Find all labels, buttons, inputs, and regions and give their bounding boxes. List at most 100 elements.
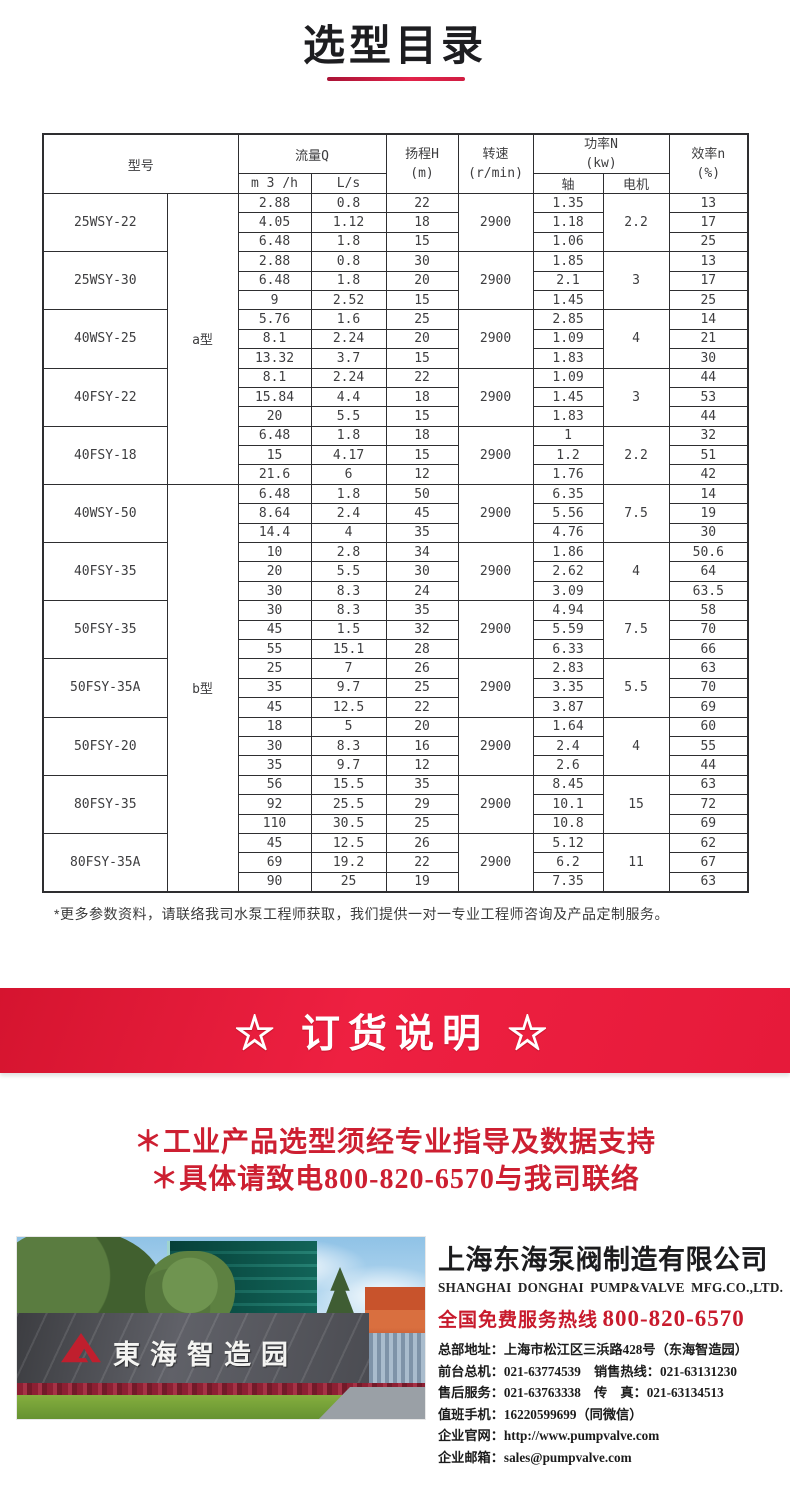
speed-cell: 2900 bbox=[457, 367, 534, 427]
flow-ls-cell: 7 bbox=[310, 658, 387, 679]
flow-m3h-cell: 8.1 bbox=[237, 328, 312, 350]
efficiency-cell: 21 bbox=[668, 328, 749, 350]
head-cell: 22 bbox=[385, 367, 459, 388]
header-power-shaft: 轴 bbox=[532, 173, 604, 194]
efficiency-cell: 51 bbox=[668, 445, 749, 466]
shaft-power-cell: 2.85 bbox=[532, 309, 604, 330]
shaft-power-cell: 1 bbox=[532, 425, 604, 447]
head-cell: 15 bbox=[385, 445, 459, 466]
model-cell: 50FSY-35A bbox=[42, 658, 168, 718]
flow-m3h-cell: 35 bbox=[237, 755, 312, 776]
shaft-power-cell: 1.09 bbox=[532, 367, 604, 388]
header-flow-ls: L/s bbox=[310, 173, 387, 194]
efficiency-cell: 63 bbox=[668, 871, 749, 893]
header-flow-m3h: m 3 /h bbox=[237, 173, 312, 194]
model-cell: 40WSY-50 bbox=[42, 483, 168, 544]
flow-m3h-cell: 5.76 bbox=[237, 309, 312, 330]
head-cell: 19 bbox=[385, 871, 459, 893]
head-cell: 12 bbox=[385, 464, 459, 485]
wall-sign-text: 東海智造园 bbox=[113, 1340, 298, 1370]
efficiency-cell: 14 bbox=[668, 483, 749, 505]
flow-ls-cell: 4.4 bbox=[310, 386, 387, 408]
head-cell: 50 bbox=[385, 483, 459, 505]
contact-line: 前台总机：021-63774539 销售热线：021-63131230 bbox=[438, 1363, 737, 1379]
efficiency-cell: 13 bbox=[668, 251, 749, 272]
efficiency-cell: 25 bbox=[668, 289, 749, 311]
efficiency-cell: 13 bbox=[668, 192, 749, 214]
efficiency-cell: 64 bbox=[668, 561, 749, 582]
flow-ls-cell: 12.5 bbox=[310, 697, 387, 718]
table-row: 50FSY-20 18 5 20 2900 1.64 4 60 bbox=[42, 716, 749, 776]
speed-cell: 2900 bbox=[457, 774, 534, 834]
shaft-power-cell: 1.86 bbox=[532, 542, 604, 563]
flow-m3h-cell: 13.32 bbox=[237, 348, 312, 369]
contact-line: 企业邮箱：sales@pumpvalve.com bbox=[438, 1449, 632, 1465]
flow-m3h-cell: 10 bbox=[237, 542, 312, 563]
table-row: 40FSY-18 6.48 1.8 18 2900 1 2.2 32 bbox=[42, 425, 749, 485]
motor-power-cell: 7.5 bbox=[602, 600, 670, 660]
motor-power-cell: 15 bbox=[602, 774, 670, 834]
head-cell: 35 bbox=[385, 774, 459, 796]
shaft-power-cell: 7.35 bbox=[532, 871, 604, 893]
table-row: 40FSY-35 10 2.8 34 2900 1.86 4 50.6 bbox=[42, 542, 749, 602]
head-cell: 30 bbox=[385, 251, 459, 272]
speed-cell: 2900 bbox=[457, 542, 534, 602]
page-title: 选型目录 bbox=[302, 22, 487, 69]
flow-ls-cell: 5 bbox=[310, 716, 387, 737]
flow-ls-cell: 2.24 bbox=[310, 367, 387, 388]
flow-ls-cell: 9.7 bbox=[310, 755, 387, 776]
shaft-power-cell: 8.45 bbox=[532, 774, 604, 796]
motor-power-cell: 4 bbox=[602, 542, 670, 602]
head-cell: 15 bbox=[385, 348, 459, 369]
speed-cell: 2900 bbox=[457, 251, 534, 311]
shaft-power-cell: 1.45 bbox=[532, 289, 604, 311]
efficiency-cell: 30 bbox=[668, 348, 749, 369]
flow-ls-cell: 2.52 bbox=[310, 289, 387, 311]
type-group-cell: b型 bbox=[166, 483, 239, 893]
speed-cell: 2900 bbox=[457, 600, 534, 660]
contact-line: 售后服务：021-63763338 传 真：021-63134513 bbox=[438, 1385, 724, 1401]
head-cell: 35 bbox=[385, 522, 459, 544]
flow-ls-cell: 15.5 bbox=[310, 774, 387, 796]
company-name-en: SHANGHAI DONGHAI PUMP&VALVE MFG.CO.,LTD. bbox=[438, 1280, 784, 1295]
header-head: 扬程H (m) bbox=[385, 133, 459, 194]
flow-m3h-cell: 6.48 bbox=[237, 270, 312, 291]
speed-cell: 2900 bbox=[457, 192, 534, 253]
flow-ls-cell: 1.8 bbox=[310, 270, 387, 291]
head-cell: 22 bbox=[385, 192, 459, 214]
efficiency-cell: 50.6 bbox=[668, 542, 749, 563]
flow-ls-cell: 8.3 bbox=[310, 600, 387, 621]
flow-m3h-cell: 21.6 bbox=[237, 464, 312, 485]
flow-m3h-cell: 15 bbox=[237, 445, 312, 466]
efficiency-cell: 17 bbox=[668, 270, 749, 291]
header-power: 功率N (kw) bbox=[532, 133, 670, 174]
table-row: 80FSY-35 56 15.5 35 2900 8.45 15 63 bbox=[42, 774, 749, 834]
flow-ls-cell: 19.2 bbox=[310, 852, 387, 873]
table-row: 40WSY-50 b型 6.48 1.8 50 2900 6.35 7.5 14 bbox=[42, 483, 749, 893]
flow-ls-cell: 3.7 bbox=[310, 348, 387, 369]
head-cell: 25 bbox=[385, 813, 459, 834]
flow-ls-cell: 4.17 bbox=[310, 445, 387, 466]
head-cell: 25 bbox=[385, 677, 459, 699]
shaft-power-cell: 1.76 bbox=[532, 464, 604, 485]
flow-ls-cell: 0.8 bbox=[310, 192, 387, 214]
motor-power-cell: 11 bbox=[602, 832, 670, 893]
table-row: 80FSY-35A 45 12.5 26 2900 5.12 11 62 bbox=[42, 832, 749, 893]
flow-ls-cell: 1.8 bbox=[310, 425, 387, 447]
head-cell: 30 bbox=[385, 561, 459, 582]
table-row: 20 5.5 15 1.83 44 bbox=[43, 406, 749, 427]
flow-m3h-cell: 6.48 bbox=[237, 231, 312, 253]
head-cell: 25 bbox=[385, 309, 459, 330]
model-cell: 40WSY-25 bbox=[42, 309, 168, 369]
flow-m3h-cell: 92 bbox=[237, 794, 312, 815]
shaft-power-cell: 1.45 bbox=[532, 386, 604, 408]
table-row: 20 5.5 30 2.62 64 bbox=[43, 561, 749, 582]
shaft-power-cell: 1.64 bbox=[532, 716, 604, 737]
motor-power-cell: 5.5 bbox=[602, 658, 670, 718]
shaft-power-cell: 1.83 bbox=[532, 348, 604, 369]
note-text: *更多参数资料，请联络我司水泵工程师获取，我们提供一对一专业工程师咨询及产品定制… bbox=[54, 906, 669, 922]
speed-cell: 2900 bbox=[457, 716, 534, 776]
flow-m3h-cell: 56 bbox=[237, 774, 312, 796]
slogan-block: ＊工业产品选型须经专业指导及数据支持 ＊具体请致电800-820-6570与我司… bbox=[0, 1124, 790, 1198]
efficiency-cell: 63 bbox=[668, 774, 749, 796]
